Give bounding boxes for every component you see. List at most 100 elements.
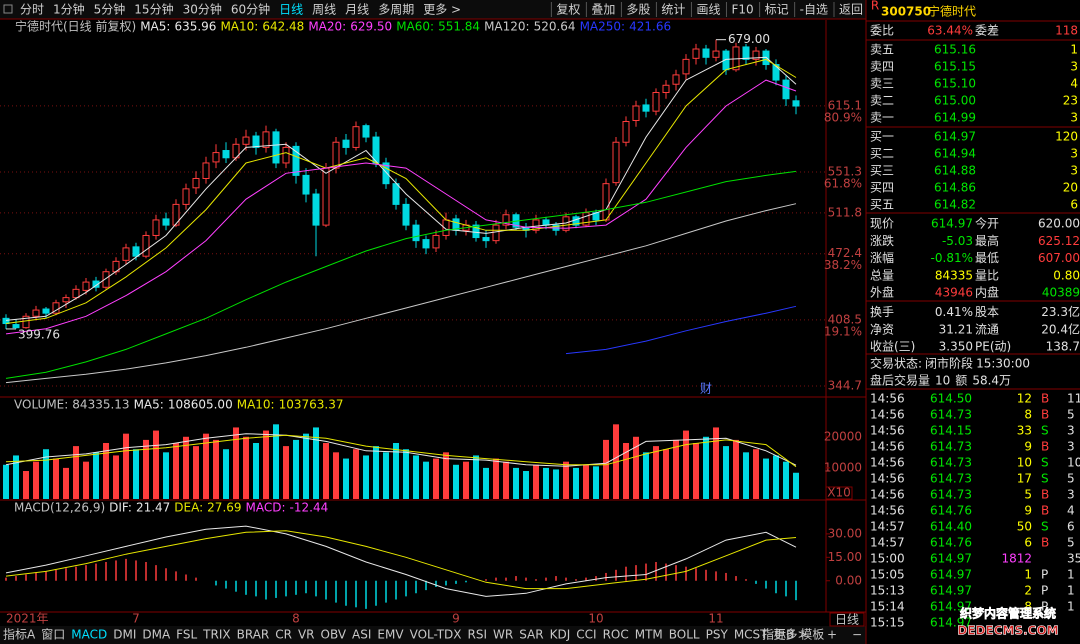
volume-bar: [503, 461, 509, 499]
indicator-tab[interactable]: BOLL: [669, 628, 700, 642]
indicator-tab[interactable]: RSI: [468, 628, 488, 642]
legend-name: MA5:: [140, 20, 170, 34]
period-tab[interactable]: 30分钟: [183, 2, 222, 17]
tool-button[interactable]: 画线: [696, 3, 720, 17]
indicator-tab[interactable]: FSL: [176, 628, 197, 642]
volume-bar: [173, 443, 179, 499]
book-label: 卖五: [870, 43, 894, 57]
legend-title: MACD(12,26,9): [14, 501, 105, 515]
indicator-tab[interactable]: BRAR: [237, 628, 270, 642]
indicator-tab[interactable]: MACD: [71, 628, 107, 642]
volume-bar: [323, 443, 329, 499]
volume-bar: [73, 446, 79, 499]
tool-button[interactable]: F10: [731, 3, 753, 17]
candle-body: [432, 234, 440, 249]
indicator-tab[interactable]: PSY: [706, 628, 729, 642]
annotation-label: 679.00: [728, 32, 770, 46]
candle-body: [302, 174, 310, 195]
indicator-tab[interactable]: WR: [493, 628, 513, 642]
volume-bar: [23, 471, 29, 499]
period-tab[interactable]: 分时: [20, 3, 44, 17]
tool-button[interactable]: 叠加: [591, 3, 615, 17]
trade-volume: 9: [1024, 440, 1032, 454]
indicator-tab[interactable]: 窗口: [41, 628, 65, 642]
candle-body: [622, 121, 630, 143]
tool-button[interactable]: 统计: [661, 3, 685, 17]
volume-bar: [293, 439, 299, 499]
book-volume: 23: [1063, 94, 1078, 108]
period-tab[interactable]: 日线: [835, 613, 859, 627]
candle-body: [12, 324, 20, 329]
indicator-tab[interactable]: OBV: [321, 628, 347, 642]
x-tick-label: 9: [452, 612, 460, 626]
trade-volume: 50: [1017, 520, 1032, 534]
indicator-tab[interactable]: TRIX: [202, 628, 230, 642]
indicator-tab[interactable]: SAR: [519, 628, 543, 642]
legend-value: 635.96: [174, 20, 216, 34]
volume-bar: [13, 455, 19, 499]
volume-bar: [363, 455, 369, 499]
status-text: 闭市阶段: [925, 356, 973, 371]
period-tab[interactable]: 60分钟: [231, 2, 270, 17]
volume-bar: [703, 436, 709, 499]
candle-body: [662, 84, 670, 94]
candle-body: [752, 50, 760, 60]
period-tab[interactable]: 15分钟: [134, 2, 173, 17]
trade-volume: 33: [1017, 424, 1032, 438]
legend-title: 宁德时代(日线 前复权): [15, 19, 136, 34]
indicator-tab[interactable]: KDJ: [550, 628, 571, 642]
candle-body: [62, 297, 70, 303]
trade-count: 5: [1067, 536, 1075, 550]
indicator-tab[interactable]: ASI: [352, 628, 371, 642]
period-tab[interactable]: 多周期: [378, 3, 414, 17]
period-tab[interactable]: 5分钟: [94, 2, 126, 17]
indicator-tab[interactable]: ROC: [603, 628, 629, 642]
toolbar-bg: [0, 0, 866, 19]
indicator-tab[interactable]: MCST: [734, 628, 768, 642]
legend-name: DIF:: [109, 501, 132, 515]
indicator-tab[interactable]: CCI: [576, 628, 596, 642]
tool-button[interactable]: 标记: [765, 3, 789, 17]
volume-bar: [553, 469, 559, 499]
period-tab[interactable]: 日线: [279, 3, 303, 17]
volume-bar: [593, 466, 599, 499]
legend-name: MA5:: [134, 398, 164, 412]
period-tab[interactable]: 周线: [312, 3, 336, 17]
indicator-tab[interactable]: VOL-TDX: [410, 628, 462, 642]
period-tab[interactable]: 月线: [345, 3, 369, 17]
tool-button[interactable]: 返回: [839, 3, 863, 17]
tool-button[interactable]: 多股: [626, 3, 650, 17]
tool-button[interactable]: 复权: [556, 3, 580, 17]
legend-name: MA250:: [580, 20, 626, 34]
zoom-button[interactable]: +: [827, 628, 837, 642]
volume-bar: [663, 449, 669, 499]
indicator-tab[interactable]: EMV: [377, 628, 404, 642]
indicator-tab[interactable]: 指标B: [762, 627, 794, 642]
trade-side: S: [1041, 520, 1049, 534]
trade-time: 15:05: [870, 568, 905, 582]
trade-time: 15:13: [870, 584, 905, 598]
tool-button[interactable]: -自选: [800, 3, 828, 17]
trade-time: 14:56: [870, 504, 905, 518]
indicator-tab[interactable]: MTM: [635, 628, 663, 642]
indicator-tab[interactable]: CR: [275, 628, 292, 642]
volume-bar: [163, 452, 169, 499]
indicator-tab[interactable]: DMA: [142, 628, 171, 642]
indicator-tab[interactable]: VR: [298, 628, 315, 642]
zoom-button[interactable]: −: [852, 628, 862, 642]
indicator-tab[interactable]: DMI: [113, 628, 136, 642]
status-text: 15:30:00: [976, 357, 1030, 371]
event-marker: 财: [700, 382, 712, 396]
candle-body: [792, 100, 800, 107]
ratio-value: 118: [1055, 24, 1078, 38]
volume-bar: [123, 433, 129, 499]
stat-label: 外盘: [870, 285, 894, 300]
trade-side: B: [1041, 504, 1049, 518]
candle-body: [242, 136, 250, 145]
indicator-tab[interactable]: 模板: [800, 628, 824, 642]
period-tab[interactable]: 更多 >: [423, 3, 461, 17]
indicator-tab[interactable]: 指标A: [3, 627, 36, 642]
period-tab[interactable]: 1分钟: [53, 2, 85, 17]
volume-bar: [443, 452, 449, 499]
indicator-tab[interactable]: 更多>: [774, 628, 808, 642]
